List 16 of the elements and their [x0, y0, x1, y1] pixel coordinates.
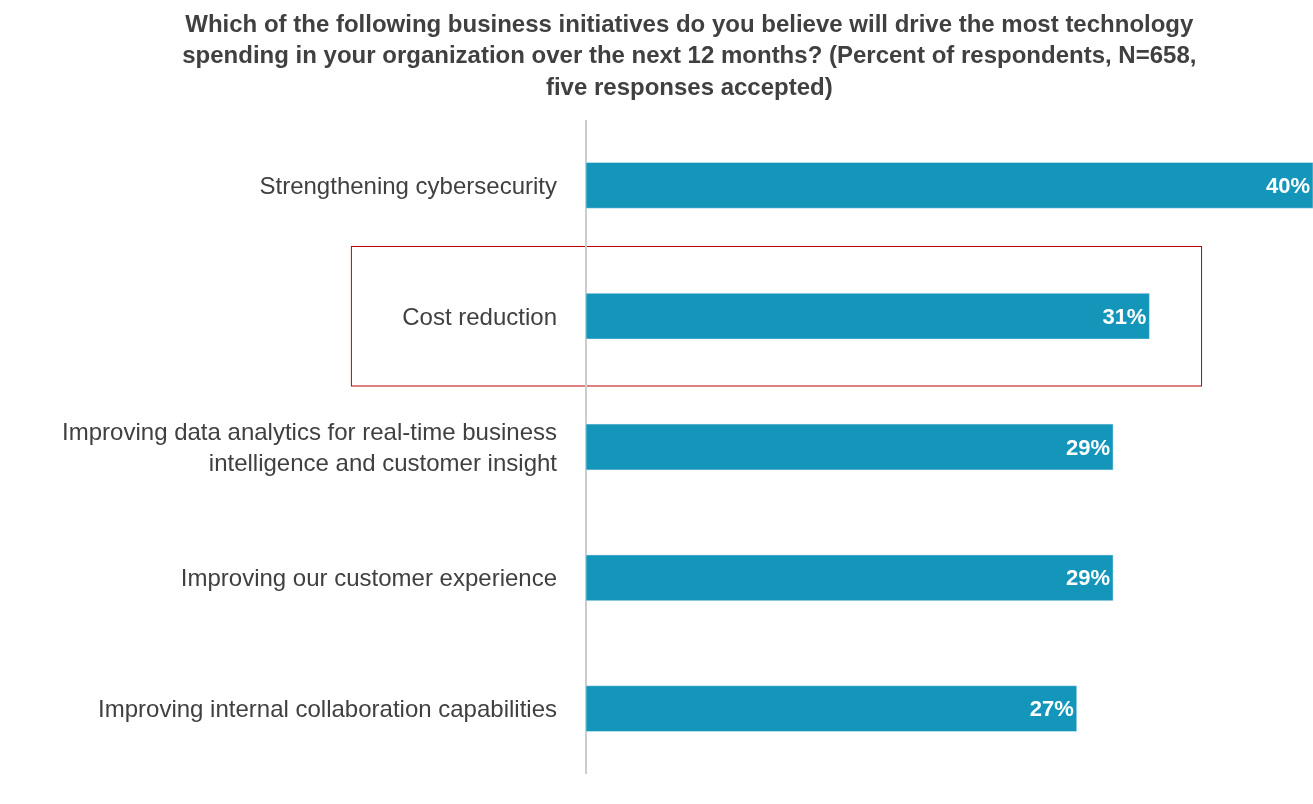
bar	[586, 162, 1313, 209]
y-tick-label: Improving data analytics for real-time business intelligence and customer insight	[62, 417, 558, 476]
bar	[586, 423, 1114, 471]
data-label: 29%	[1066, 565, 1111, 591]
bar	[586, 293, 1150, 340]
data-label: 31%	[1102, 303, 1147, 329]
y-tick-label: Strengthening cybersecurity	[259, 171, 557, 199]
y-tick-label: Improving internal collaboration capabilities	[98, 695, 557, 722]
data-label: 27%	[1029, 696, 1074, 722]
bar	[586, 685, 1077, 732]
y-tick-label: Improving our customer experience	[180, 564, 557, 592]
data-label: 29%	[1066, 434, 1111, 460]
data-label: 40%	[1265, 172, 1310, 198]
bar	[586, 554, 1114, 601]
y-tick-label: Cost reduction	[402, 302, 557, 330]
chart-title: Which of the following business initiatives do you believe will drive the most technology spending in your organization over the next 12 months? (Percent of respondents, N=658, five responses accepted)	[182, 10, 1197, 100]
